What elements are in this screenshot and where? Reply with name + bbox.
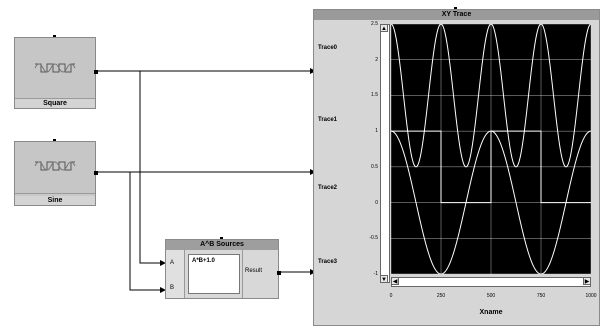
arrow-formula-a [160,260,166,266]
formula-input-column: A B [166,250,185,298]
trace-label-2: Trace2 [318,185,338,191]
scroll-down-button[interactable]: ▼ [380,275,388,283]
wire-square-branch [139,71,165,264]
x-tick-label: 500 [486,293,496,299]
scroll-left-button[interactable]: ◀ [391,277,399,285]
x-scrollbar[interactable]: ◀ ▶ [391,277,591,287]
xy-trace-window[interactable]: XY Trace Trace0 Trace1 Trace2 Trace3 ▲ ▼… [313,7,600,326]
node-top-marker [220,237,223,239]
y-scrollbar[interactable]: ▲ ▼ [380,24,390,283]
scroll-right-button[interactable]: ▶ [583,277,591,285]
sine-node-label: Sine [15,196,95,205]
plot-svg [390,23,592,275]
trace-label-1: Trace1 [318,117,338,123]
x-axis-label: Xname [479,309,503,316]
square-wave-icon [34,63,76,73]
square-output-pin[interactable] [94,70,98,74]
sine-source-node[interactable]: Sine [14,139,98,206]
node-top-marker [53,35,56,37]
square-node-label: Square [15,99,95,108]
y-tick-label: 1.5 [371,92,378,99]
trace-label-0: Trace0 [318,45,338,51]
wire-sine-branch [129,172,165,291]
formula-divider [242,250,243,298]
sine-node-body [15,142,95,194]
node-top-marker [53,139,56,141]
square-node-body [15,38,95,99]
x-tick-label: 250 [436,293,446,299]
sine-output-pin[interactable] [94,171,98,175]
trace-label-3: Trace3 [318,259,338,265]
sine-wave-icon [34,161,76,171]
xy-trace-title: XY Trace [314,10,599,20]
arrow-formula-b [160,287,166,293]
formula-output-pin[interactable] [277,271,281,275]
formula-input-b[interactable]: B [170,285,175,291]
formula-node[interactable]: A^B Sources A B A*B+1.0 Result [165,237,281,299]
y-tick-label: 0 [375,199,378,206]
formula-node-title: A^B Sources [166,240,278,250]
y-tick-label: 2.5 [371,21,378,27]
formula-input-a[interactable]: A [170,260,175,266]
x-tick-label: 1000 [585,293,597,299]
y-tick-label: 0.5 [371,163,378,170]
formula-expression-field[interactable]: A*B+1.0 [188,254,240,294]
series-line-2 [391,130,591,204]
formula-expression-text: A*B+1.0 [192,258,215,264]
y-tick-label: -0.5 [369,235,378,242]
x-tick-label: 0 [389,293,393,299]
y-tick-label: 2 [375,56,378,63]
formula-output-label: Result [245,268,263,274]
scroll-up-button[interactable]: ▲ [380,24,388,32]
node-top-marker [454,7,457,9]
y-tick-label: 1 [375,128,378,135]
x-tick-label: 750 [536,293,546,299]
plot-area[interactable] [390,23,592,275]
square-source-node[interactable]: Square [14,35,98,109]
y-tick-label: -1 [373,271,378,277]
